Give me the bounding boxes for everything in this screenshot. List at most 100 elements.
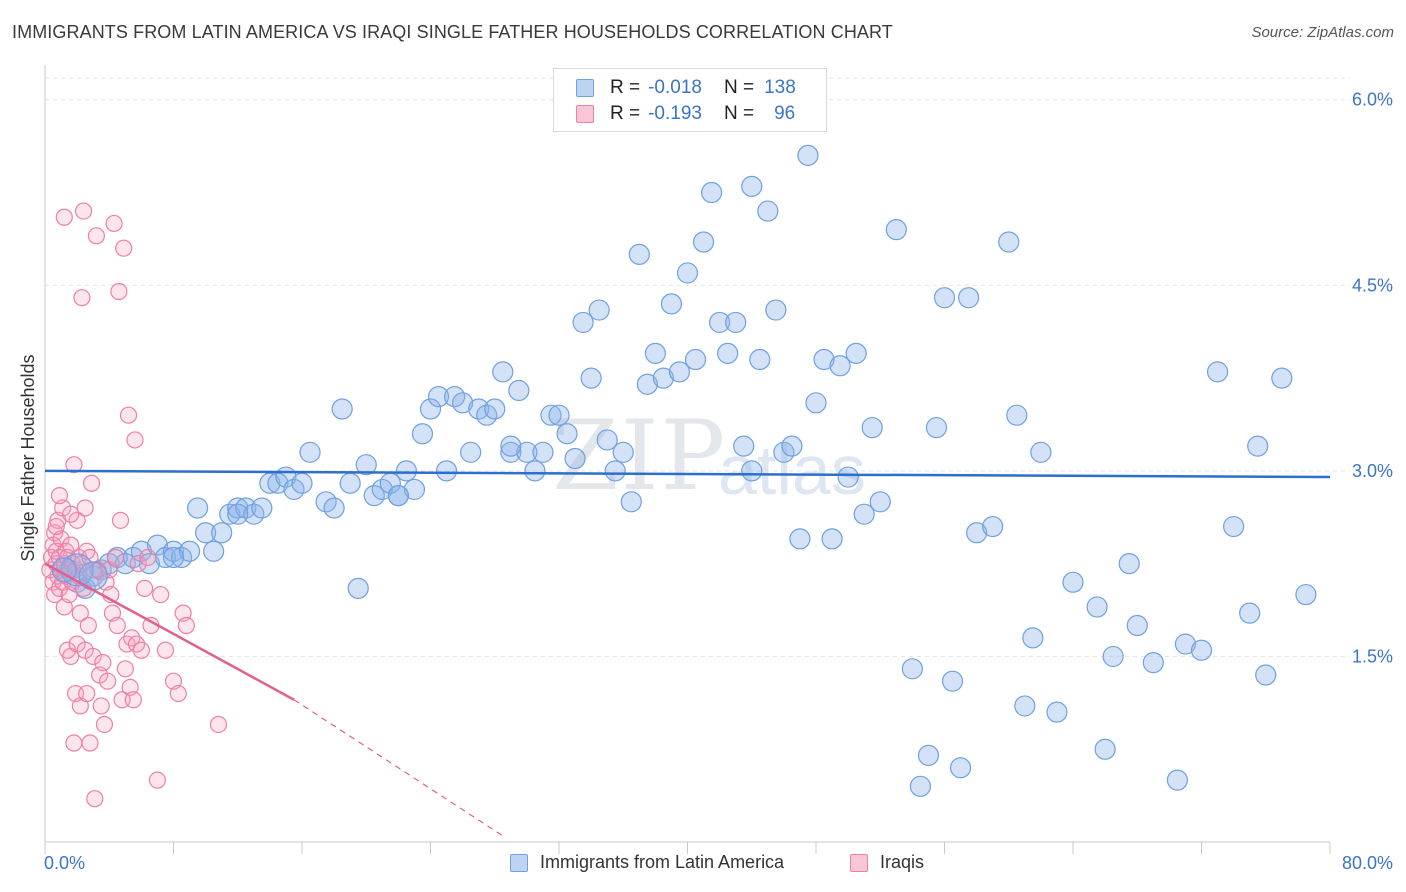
data-point-iraqis <box>79 616 97 635</box>
data-point-latin-america <box>1030 441 1052 463</box>
data-point-iraqis <box>152 585 170 604</box>
data-point-latin-america <box>203 540 225 562</box>
data-point-latin-america <box>933 287 956 309</box>
data-point-latin-america <box>982 515 1004 538</box>
data-point-latin-america <box>765 299 787 321</box>
data-point-latin-america <box>845 342 867 364</box>
data-point-latin-america <box>227 503 249 525</box>
data-point-latin-america <box>1223 515 1245 538</box>
legend-n-value: 138 <box>764 77 796 98</box>
data-point-iraqis <box>108 616 126 635</box>
trend-line-latin-america <box>44 469 1331 479</box>
data-point-latin-america <box>676 262 699 284</box>
data-point-latin-america <box>1118 553 1140 575</box>
data-point-latin-america <box>709 311 731 334</box>
data-point-latin-america <box>725 311 747 334</box>
data-point-latin-america <box>395 460 418 482</box>
data-point-iraqis <box>47 517 65 536</box>
legend-row-pink: R = -0.193 N = 96 <box>576 102 795 126</box>
data-point-iraqis <box>65 734 83 752</box>
data-point-latin-america <box>741 175 763 197</box>
data-point-latin-america <box>781 435 803 457</box>
data-point-latin-america <box>435 460 458 482</box>
data-point-latin-america <box>612 441 634 463</box>
data-point-latin-america <box>1046 701 1068 723</box>
data-point-latin-america <box>403 478 426 501</box>
data-point-iraqis <box>65 456 83 474</box>
watermark-zip: ZIP <box>552 400 728 512</box>
data-point-latin-america <box>1022 627 1044 649</box>
data-point-iraqis <box>50 487 69 505</box>
legend-swatch-pink <box>576 105 594 123</box>
legend-row-blue: R = -0.018 N = 138 <box>576 76 796 100</box>
data-point-latin-america <box>797 144 819 167</box>
data-point-latin-america <box>821 528 843 550</box>
data-point-latin-america <box>508 379 530 402</box>
data-point-iraqis <box>126 431 144 449</box>
data-point-latin-america <box>1142 652 1164 674</box>
legend-swatch-blue <box>576 79 594 97</box>
data-point-latin-america <box>1271 367 1293 389</box>
y-tick-label: 6.0% <box>1352 90 1393 110</box>
data-point-latin-america <box>186 497 209 519</box>
data-point-latin-america <box>146 534 169 556</box>
data-point-latin-america <box>299 441 321 463</box>
data-point-iraqis <box>84 647 102 666</box>
data-point-latin-america <box>620 491 642 513</box>
data-point-iraqis <box>135 579 154 597</box>
data-point-latin-america <box>733 435 755 457</box>
data-point-latin-america <box>532 441 554 463</box>
source-label: Source: ZipAtlas.com <box>1251 24 1394 41</box>
x-tick-label: 0.0% <box>44 853 85 873</box>
y-tick-label: 4.5% <box>1352 275 1393 295</box>
data-point-latin-america <box>580 367 602 389</box>
y-tick-label: 3.0% <box>1352 461 1393 481</box>
data-point-iraqis <box>81 734 99 752</box>
data-point-latin-america <box>1094 738 1116 760</box>
data-point-latin-america <box>813 348 835 371</box>
legend-n-value: 96 <box>774 103 796 124</box>
data-point-latin-america <box>1062 571 1084 593</box>
data-point-iraqis <box>71 604 89 622</box>
data-point-iraqis <box>156 641 175 659</box>
data-point-latin-america <box>500 435 522 457</box>
data-point-latin-america <box>572 311 594 334</box>
data-point-latin-america <box>636 373 658 395</box>
trend-line-iraqis <box>44 562 295 701</box>
data-point-latin-america <box>861 416 883 439</box>
data-point-latin-america <box>516 441 538 463</box>
data-point-latin-america <box>1086 596 1108 618</box>
data-point-iraqis <box>105 214 123 233</box>
bottom-legend-label-pink: Iraqis <box>880 852 925 872</box>
data-point-latin-america <box>162 546 185 569</box>
data-point-latin-america <box>259 472 281 494</box>
data-point-latin-america <box>917 744 940 767</box>
data-point-latin-america <box>869 491 891 513</box>
data-point-latin-america <box>419 398 442 420</box>
data-point-iraqis <box>169 684 187 703</box>
data-point-iraqis <box>74 202 93 220</box>
data-point-latin-america <box>741 460 763 482</box>
data-point-iraqis <box>209 715 228 734</box>
data-point-iraqis <box>62 536 80 554</box>
data-point-latin-america <box>492 361 514 383</box>
data-point-latin-america <box>837 466 859 488</box>
data-point-latin-america <box>692 231 715 253</box>
y-axis-title: Single Father Households <box>18 354 38 561</box>
bottom-legend-swatch-blue <box>510 853 528 872</box>
data-point-latin-america <box>660 293 683 315</box>
data-point-latin-america <box>1174 633 1197 655</box>
legend-n-label: N = <box>723 103 755 124</box>
data-point-iraqis <box>78 684 96 703</box>
data-point-latin-america <box>484 398 506 420</box>
data-point-iraqis <box>177 616 195 635</box>
data-point-latin-america <box>1239 602 1261 624</box>
data-point-latin-america <box>178 540 201 562</box>
data-point-iraqis <box>68 511 86 529</box>
data-point-latin-america <box>925 416 948 439</box>
data-point-iraqis <box>115 239 133 257</box>
data-point-iraqis <box>87 227 106 245</box>
data-point-latin-america <box>1295 583 1317 606</box>
data-point-latin-america <box>1247 435 1269 457</box>
